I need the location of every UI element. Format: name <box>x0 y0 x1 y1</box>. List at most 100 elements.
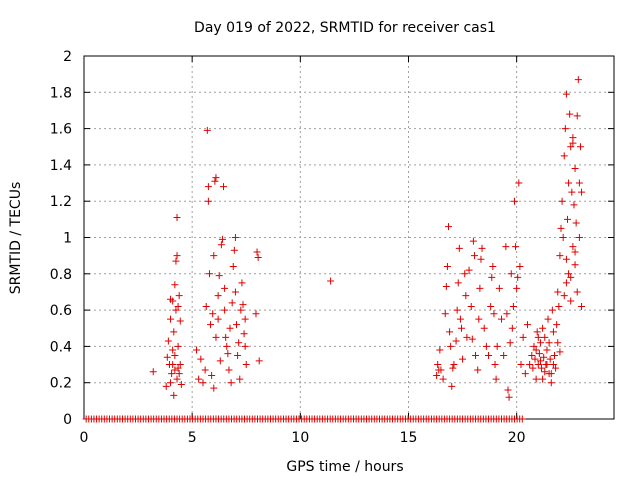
data-point <box>571 248 579 256</box>
data-point <box>446 328 454 336</box>
data-point <box>498 315 506 323</box>
data-point <box>472 351 480 359</box>
data-point <box>470 252 478 260</box>
data-point <box>482 342 490 350</box>
data-point <box>474 366 482 374</box>
data-point <box>202 302 210 310</box>
data-point <box>175 292 183 300</box>
data-point <box>563 215 571 223</box>
data-point <box>437 366 445 374</box>
data-point <box>203 126 211 134</box>
data-point <box>535 350 543 358</box>
data-point <box>238 279 246 287</box>
data-point <box>230 246 238 254</box>
data-points <box>82 76 586 423</box>
data-point <box>504 386 512 394</box>
data-point <box>519 333 527 341</box>
y-tick-label: 0.6 <box>50 303 72 319</box>
data-point <box>207 321 215 329</box>
data-point <box>221 284 229 292</box>
data-point <box>212 333 220 341</box>
data-point <box>534 361 542 369</box>
data-point <box>170 328 178 336</box>
data-point <box>173 252 181 260</box>
data-point <box>560 152 568 160</box>
data-point <box>201 366 209 374</box>
data-point <box>539 324 547 332</box>
data-point <box>465 266 473 274</box>
data-point <box>176 361 184 369</box>
data-point <box>234 351 242 359</box>
y-tick-label: 2 <box>63 49 72 65</box>
data-point <box>174 364 182 372</box>
data-point <box>252 310 260 318</box>
data-point <box>540 353 548 361</box>
data-point <box>578 302 586 310</box>
y-tick-label: 1 <box>63 231 72 247</box>
data-point <box>508 324 516 332</box>
data-point <box>554 339 562 347</box>
data-point <box>210 384 218 392</box>
data-point <box>562 90 570 98</box>
data-point <box>568 188 576 196</box>
data-point <box>570 201 578 209</box>
data-point <box>441 310 449 318</box>
data-point <box>500 351 508 359</box>
data-point <box>547 379 555 387</box>
data-point <box>463 333 471 341</box>
data-point <box>533 328 541 336</box>
data-point <box>521 370 529 378</box>
x-tick-label: 15 <box>400 430 418 446</box>
data-point <box>551 351 559 359</box>
data-point <box>575 179 583 187</box>
data-point <box>169 346 177 354</box>
x-axis: 0 5 10 15 20 <box>80 56 526 446</box>
data-point <box>491 361 499 369</box>
data-point <box>459 355 467 363</box>
data-point <box>541 333 549 341</box>
data-point <box>478 244 486 252</box>
x-tick-label: 5 <box>188 430 197 446</box>
grid-lines <box>84 56 614 419</box>
data-point <box>172 306 180 314</box>
y-tick-label: 0.4 <box>50 339 72 355</box>
data-point <box>434 361 442 369</box>
data-point <box>545 339 553 347</box>
data-point <box>229 263 237 271</box>
data-point <box>534 333 542 341</box>
data-point <box>539 375 547 383</box>
data-point <box>163 353 171 361</box>
data-point <box>558 197 566 205</box>
data-point <box>495 284 503 292</box>
data-point <box>224 350 232 358</box>
data-point <box>204 183 212 191</box>
data-point <box>226 324 234 332</box>
data-point <box>175 370 183 378</box>
data-point <box>174 302 182 310</box>
data-point <box>204 197 212 205</box>
data-point <box>562 255 570 263</box>
data-point <box>225 366 233 374</box>
data-point <box>556 348 564 356</box>
data-point <box>526 361 534 369</box>
data-point <box>447 342 455 350</box>
x-tick-label: 20 <box>508 430 526 446</box>
data-point <box>162 382 170 390</box>
data-point <box>199 379 207 387</box>
data-point <box>561 125 569 133</box>
data-point <box>469 237 477 245</box>
data-point <box>574 76 582 84</box>
data-point <box>170 391 178 399</box>
data-point <box>572 219 580 227</box>
data-point <box>515 179 523 187</box>
data-point <box>167 315 175 323</box>
data-point <box>569 134 577 142</box>
data-point <box>449 364 457 372</box>
data-point <box>505 393 513 401</box>
data-point <box>167 379 175 387</box>
data-point <box>210 252 218 260</box>
data-point <box>513 284 521 292</box>
data-point <box>211 177 219 185</box>
data-point <box>171 366 179 374</box>
